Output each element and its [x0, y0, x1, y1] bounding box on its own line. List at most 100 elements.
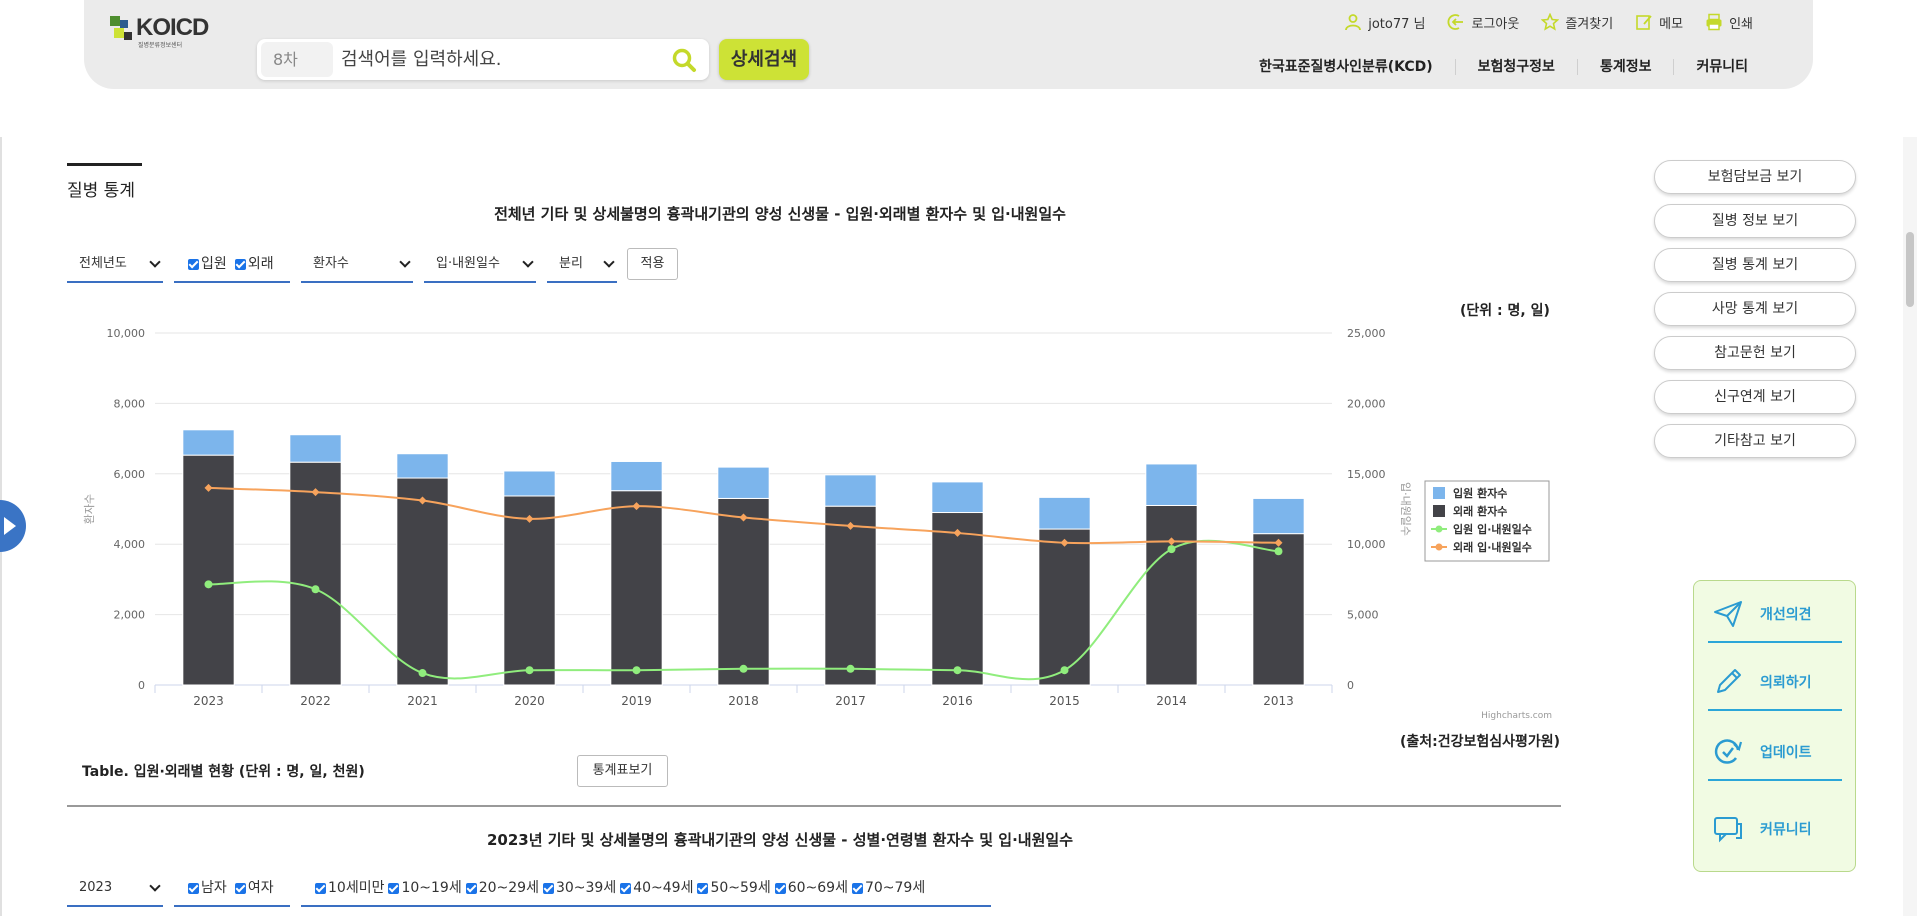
x-tick-label: 2023	[193, 694, 224, 708]
apply-button[interactable]: 적용	[627, 248, 678, 280]
age-checkbox[interactable]: 30~39세	[542, 869, 617, 907]
quick-community[interactable]: 커뮤니티	[1708, 801, 1842, 857]
age-checkbox[interactable]: 70~79세	[851, 869, 926, 907]
bar-inpatient	[503, 470, 556, 497]
logout-link[interactable]: 로그아웃	[1447, 13, 1519, 32]
age-checkbox[interactable]: 50~59세	[697, 869, 771, 907]
x-tick-label: 2021	[407, 694, 438, 708]
side-button[interactable]: 기타참고 보기	[1654, 424, 1856, 458]
metric1-select-value: 환자수	[313, 256, 349, 271]
point-inpatient-days	[632, 666, 641, 675]
age-checkbox[interactable]: 10세미만	[315, 869, 384, 907]
advanced-search-button[interactable]: 상세검색	[719, 39, 809, 80]
point-outpatient-days	[525, 514, 534, 523]
quick-update[interactable]: 업데이트	[1708, 725, 1842, 781]
view-table-button[interactable]: 통계표보기	[577, 755, 668, 787]
female-checkbox[interactable]: 여자	[234, 869, 274, 907]
outpatient-checkbox[interactable]: 외래	[234, 245, 274, 283]
chart2-title: 2023년 기타 및 상세불명의 흉곽내기관의 양성 신생물 - 성별·연령별 …	[486, 831, 1074, 849]
age-checkbox-label: 30~39세	[555, 880, 617, 896]
chart-credit: Highcharts.com	[1481, 711, 1552, 721]
x-tick-label: 2017	[835, 694, 866, 708]
age-checkbox-label: 20~29세	[478, 880, 539, 896]
source-label: (출처:건강보험심사평가원)	[1400, 734, 1561, 750]
gnb-item-kcd[interactable]: 한국표준질병사인분류(KCD)	[1258, 59, 1433, 75]
bar-outpatient	[289, 461, 342, 686]
quick-feedback[interactable]: 개선의견	[1708, 587, 1842, 643]
checkbox-checked-icon	[315, 882, 326, 894]
user-name[interactable]: joto77 님	[1344, 13, 1425, 32]
point-inpatient-days	[1167, 545, 1176, 554]
point-outpatient-days	[1274, 538, 1283, 547]
side-button[interactable]: 보험담보금 보기	[1654, 160, 1856, 194]
legend-symbol	[1435, 543, 1443, 551]
gnb-item-community[interactable]: 커뮤니티	[1673, 59, 1770, 75]
checkbox-checked-icon	[697, 882, 709, 894]
legend-label: 입원 입·내원일수	[1453, 522, 1532, 536]
page-scrollbar[interactable]	[1903, 137, 1917, 916]
age-checkbox-label: 10~19세	[401, 880, 462, 896]
checkbox-checked-icon	[188, 882, 199, 894]
gnb-item-statistics[interactable]: 통계정보	[1576, 59, 1674, 75]
male-checkbox[interactable]: 남자	[188, 869, 227, 907]
bar-inpatient	[931, 481, 984, 514]
quick-community-label: 커뮤니티	[1760, 822, 1812, 838]
bar-outpatient	[1252, 533, 1305, 686]
search-input[interactable]	[341, 43, 661, 76]
y-right-tick-label: 5,000	[1347, 609, 1379, 622]
side-button[interactable]: 질병 정보 보기	[1654, 204, 1856, 238]
inpatient-checkbox[interactable]: 입원	[188, 245, 227, 283]
chart2-year-select[interactable]: 2023	[67, 869, 163, 907]
site-logo[interactable]: KOICD 질병분류정보센터	[110, 14, 220, 49]
chevron-down-icon	[603, 256, 615, 268]
scrollbar-thumb[interactable]	[1906, 232, 1914, 307]
y-right-axis-title: 입·내원일수	[1399, 482, 1413, 536]
table-caption: Table. 입원·외래별 현황 (단위 : 명, 일, 천원)	[82, 764, 365, 780]
age-checkbox[interactable]: 20~29세	[465, 869, 539, 907]
side-button[interactable]: 사망 통계 보기	[1654, 292, 1856, 326]
refresh-check-icon	[1714, 739, 1743, 764]
side-button[interactable]: 신구연계 보기	[1654, 380, 1856, 414]
checkbox-checked-icon	[188, 258, 199, 270]
age-checkbox[interactable]: 80세이상	[315, 910, 384, 916]
expand-panel-button[interactable]	[0, 500, 26, 552]
chevron-down-icon	[399, 256, 411, 268]
bar-outpatient	[503, 495, 556, 686]
printer-icon	[1706, 13, 1722, 31]
point-inpatient-days	[953, 666, 962, 675]
point-inpatient-days	[525, 666, 534, 675]
age-checkbox-label: 70~79세	[864, 880, 926, 896]
point-inpatient-days	[846, 664, 855, 673]
year-select[interactable]: 전체년도	[67, 245, 163, 283]
legend-symbol	[1435, 525, 1443, 533]
mode-select[interactable]: 분리	[547, 245, 617, 283]
section-divider	[67, 805, 1561, 807]
favorites-link[interactable]: 즐겨찾기	[1541, 13, 1613, 32]
female-checkbox-label: 여자	[247, 880, 274, 896]
search-icon[interactable]	[671, 47, 697, 73]
age-checkbox[interactable]: 40~49세	[620, 869, 693, 907]
age-checkbox[interactable]: 60~69세	[774, 869, 848, 907]
side-button[interactable]: 질병 통계 보기	[1654, 248, 1856, 282]
print-link[interactable]: 인쇄	[1705, 13, 1753, 32]
quick-request[interactable]: 의뢰하기	[1708, 655, 1842, 711]
quick-update-label: 업데이트	[1760, 745, 1812, 761]
pencil-icon	[1717, 669, 1741, 693]
search-version-select[interactable]: 8차	[261, 42, 333, 77]
side-button[interactable]: 참고문헌 보기	[1654, 336, 1856, 370]
point-outpatient-days	[1060, 538, 1069, 547]
memo-link[interactable]: 메모	[1635, 13, 1683, 32]
logo-text: KOICD	[136, 14, 209, 41]
x-tick-label: 2015	[1049, 694, 1080, 708]
gender-checkboxes: 남자 여자	[174, 869, 290, 907]
x-tick-label: 2013	[1263, 694, 1294, 708]
bar-inpatient	[824, 474, 877, 507]
chevron-down-icon	[149, 880, 161, 892]
point-inpatient-days	[418, 669, 427, 678]
metric1-select[interactable]: 환자수	[301, 245, 413, 283]
age-checkbox[interactable]: 10~19세	[388, 869, 462, 907]
x-tick-label: 2020	[514, 694, 545, 708]
gnb-item-insurance[interactable]: 보험청구정보	[1454, 59, 1577, 75]
metric2-select[interactable]: 입·내원일수	[424, 245, 536, 283]
checkbox-checked-icon	[234, 258, 246, 270]
